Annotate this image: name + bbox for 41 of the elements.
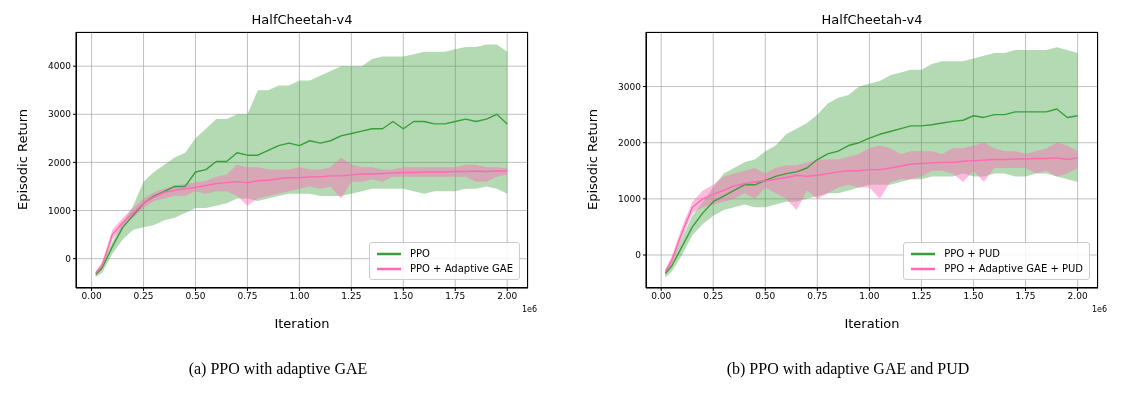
text: (b) PPO with adaptive GAE and PUD bbox=[725, 360, 971, 378]
x-tick-label: 2.00 bbox=[497, 291, 518, 302]
x-tick-label: 1.00 bbox=[859, 291, 880, 302]
y-tick-label: 3000 bbox=[618, 81, 642, 92]
x-tick-label: 1.25 bbox=[341, 291, 362, 302]
legend-label: PPO + Adaptive GAE bbox=[409, 262, 513, 276]
text: 1e6 bbox=[1092, 305, 1108, 314]
x-tick-label: 0.50 bbox=[185, 291, 206, 302]
y-axis-title: Episodic Return bbox=[14, 108, 30, 210]
legend-label: PPO + PUD bbox=[944, 247, 1000, 261]
x-axis-title: Iteration bbox=[844, 316, 900, 331]
x-tick-label: 0.00 bbox=[651, 291, 672, 302]
x-tick-label: 0.25 bbox=[133, 291, 154, 302]
x-tick-label: 0.75 bbox=[807, 291, 828, 302]
y-tick-label: 1000 bbox=[48, 205, 72, 216]
x-tick-label: 0.00 bbox=[81, 291, 102, 302]
x-tick-label: 1.50 bbox=[963, 291, 984, 302]
x-tick-label: 1.50 bbox=[393, 291, 414, 302]
x-tick-label: 2.00 bbox=[1067, 291, 1088, 302]
y-tick-label: 2000 bbox=[48, 157, 72, 168]
x-tick-label: 1.75 bbox=[445, 291, 466, 302]
text: 1e6 bbox=[522, 305, 538, 314]
x-tick-label: 1.75 bbox=[1015, 291, 1036, 302]
y-tick-label: 0 bbox=[65, 253, 72, 264]
x-axis-title: Iteration bbox=[274, 316, 330, 331]
y-axis-title: Episodic Return bbox=[584, 108, 600, 210]
x-tick-label: 1.00 bbox=[289, 291, 310, 302]
chart-title: HalfCheetah-v4 bbox=[250, 12, 354, 27]
legend-label: PPO bbox=[409, 247, 430, 261]
y-tick-label: 4000 bbox=[48, 61, 72, 72]
x-tick-label: 0.50 bbox=[755, 291, 776, 302]
x-tick-label: 0.25 bbox=[703, 291, 724, 302]
y-tick-label: 0 bbox=[635, 250, 642, 261]
legend-label: PPO + Adaptive GAE + PUD bbox=[944, 262, 1083, 276]
x-tick-label: 1.25 bbox=[911, 291, 932, 302]
y-tick-label: 2000 bbox=[618, 137, 642, 148]
chart-title: HalfCheetah-v4 bbox=[820, 12, 924, 27]
text: (a) PPO with adaptive GAE bbox=[187, 360, 369, 378]
y-tick-label: 3000 bbox=[48, 109, 72, 120]
x-tick-label: 0.75 bbox=[237, 291, 258, 302]
y-tick-label: 1000 bbox=[618, 194, 642, 205]
